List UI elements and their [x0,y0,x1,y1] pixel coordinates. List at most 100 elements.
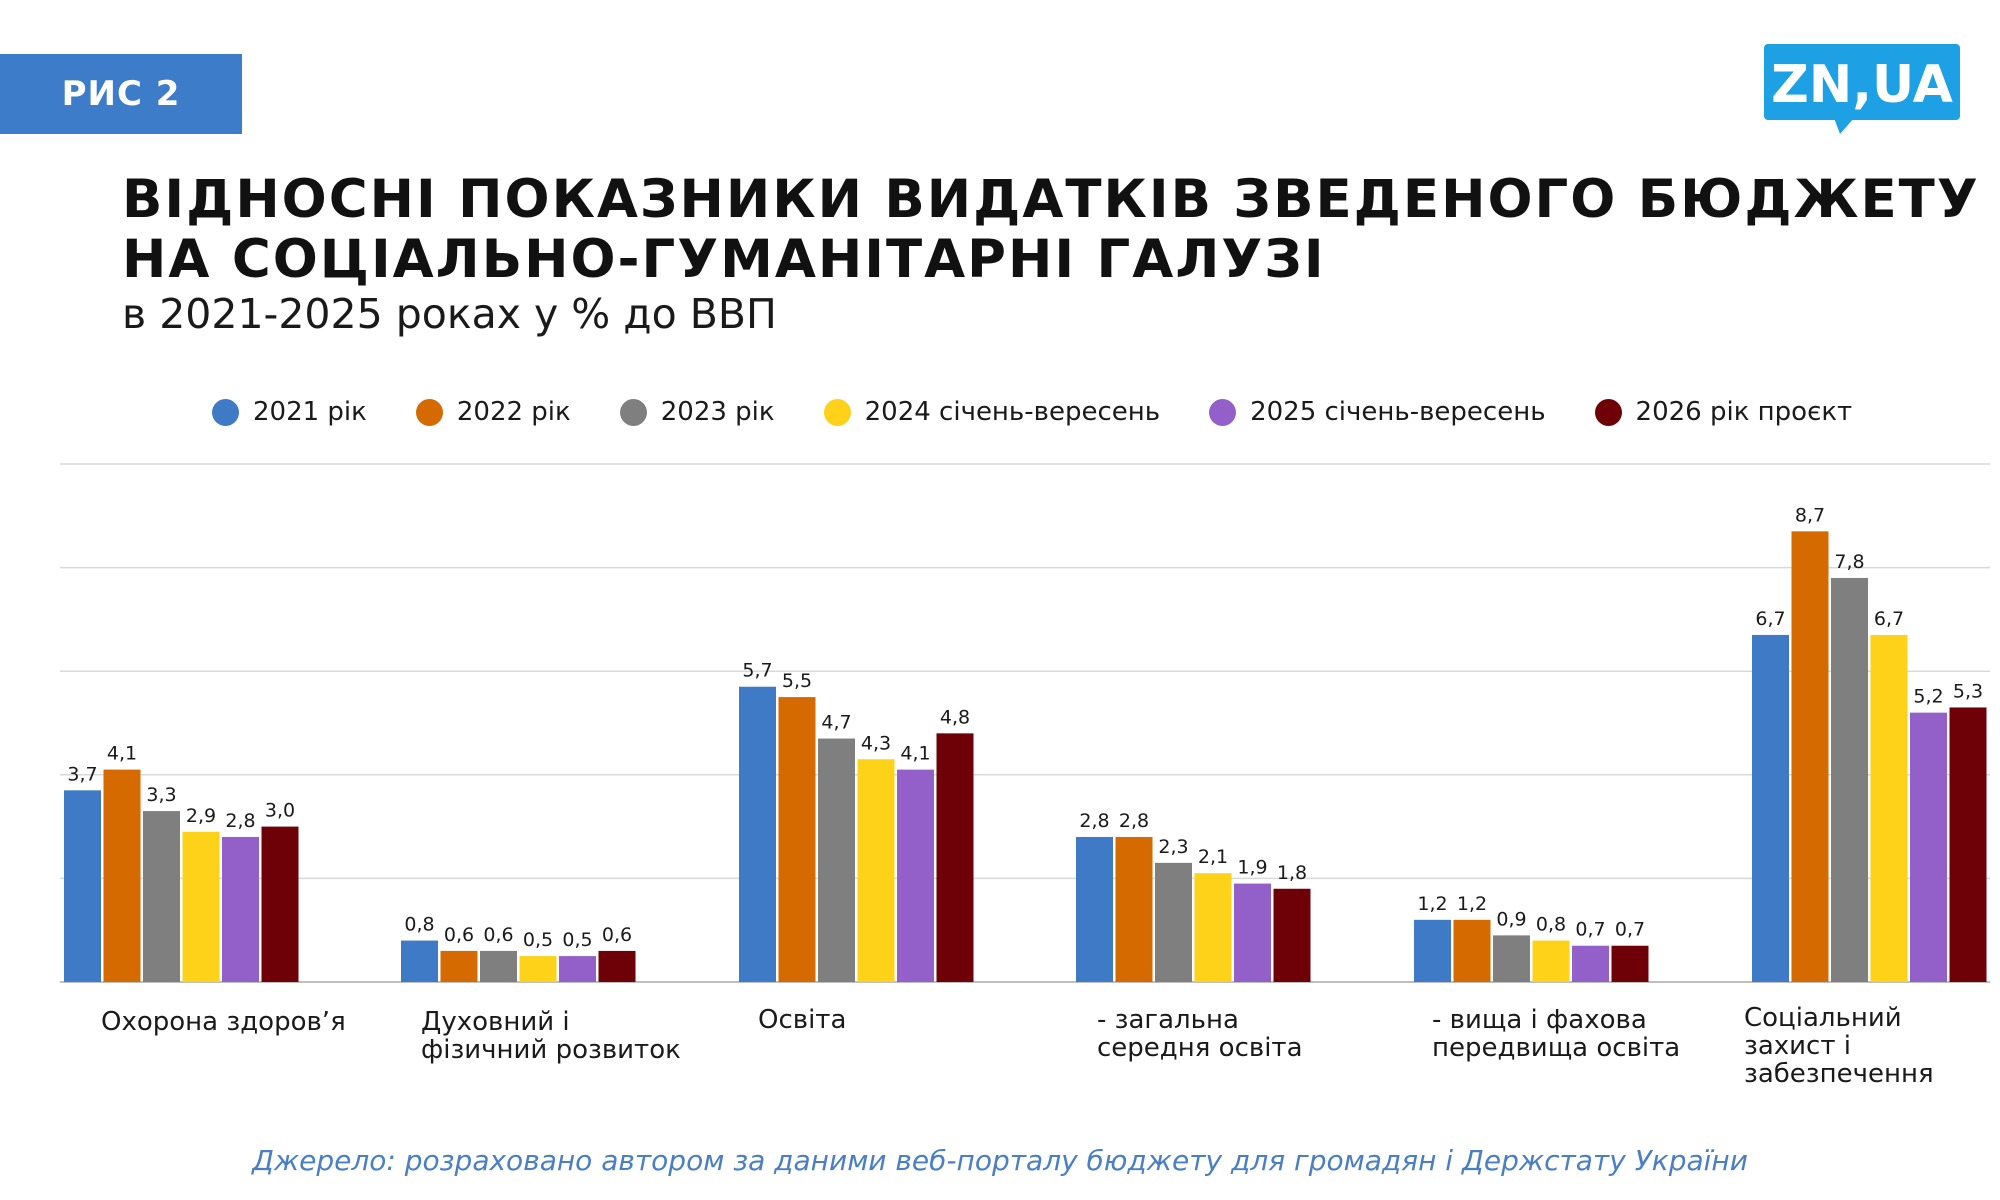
bar [1910,712,1947,982]
legend-item-5: 2025 січень-вересень [1209,397,1546,427]
legend-swatch [1594,398,1622,426]
bar [1115,836,1153,982]
data-label: 5,3 [1953,680,1983,702]
category-label: - загальна середня освіта [1097,1005,1303,1063]
legend-item-6: 2026 рік проєкт [1594,397,1853,427]
data-label: 3,7 [67,763,97,785]
bar [143,811,180,982]
legend-label: 2024 січень-вересень [864,397,1161,427]
data-label: 0,6 [444,924,474,946]
data-label: 6,7 [1874,608,1904,630]
data-label: 8,7 [1795,504,1825,526]
bar [401,940,438,982]
data-label: 4,3 [861,732,891,754]
bar [778,697,816,982]
legend-swatch [212,398,239,426]
data-label: 0,8 [1536,914,1566,936]
bar [1493,935,1530,982]
data-label: 1,9 [1237,857,1267,879]
legend-item-3: 2023 рік [619,397,775,427]
bar [1611,945,1649,982]
legend-label: 2022 рік [456,397,571,427]
bar [1453,919,1491,982]
legend-label: 2026 рік проєкт [1635,397,1853,427]
legend-swatch [1209,398,1237,426]
data-label: 2,9 [186,805,216,827]
category-label: Соціальний захист і забезпечення [1744,1003,1934,1089]
data-label: 2,8 [1079,810,1109,832]
data-label: 5,7 [742,660,772,682]
data-label: 3,3 [146,784,176,806]
bar [1752,634,1789,982]
data-label: 4,1 [107,743,137,765]
title-line-2: НА СОЦІАЛЬНО-ГУМАНІТАРНІ ГАЛУЗІ [122,229,1326,290]
data-label: 0,7 [1615,919,1645,941]
data-label: 4,7 [821,712,851,734]
bar [103,769,141,982]
bar [1870,634,1908,982]
bar [1234,883,1271,982]
data-label: 4,8 [940,706,970,728]
bar [1273,888,1311,982]
data-label: 0,5 [562,929,592,951]
title-line-1: ВІДНОСНІ ПОКАЗНИКИ ВИДАТКІВ ЗВЕДЕНОГО БЮ… [122,169,1980,230]
chart-subtitle: в 2021-2025 роках у % до ВВП [122,290,777,338]
data-label: 0,6 [602,924,632,946]
category-label: Освіта [758,1005,847,1035]
legend-item-4: 2024 січень-вересень [823,397,1161,427]
bar [1831,577,1868,982]
bar [480,950,517,982]
data-label: 0,9 [1496,908,1526,930]
bar [818,738,855,982]
legend-swatch [823,398,851,426]
category-label: - вища і фахова передвища освіта [1432,1005,1681,1063]
chart-title: ВІДНОСНІ ПОКАЗНИКИ ВИДАТКІВ ЗВЕДЕНОГО БЮ… [122,169,1980,290]
bar [64,790,101,982]
data-label: 0,8 [404,914,434,936]
data-label: 6,7 [1755,608,1785,630]
data-label: 1,2 [1457,893,1487,915]
bar [857,759,895,982]
bar [1155,862,1192,982]
legend-label: 2023 рік [660,397,775,427]
data-label: 7,8 [1834,551,1864,573]
data-label: 0,5 [523,929,553,951]
bar [261,826,299,982]
logo-text: ZN,UA [1771,55,1953,115]
bar [1414,919,1451,982]
legend-swatch [619,398,647,426]
data-label: 2,3 [1158,836,1188,858]
data-label: 2,8 [1119,810,1149,832]
bar [897,769,934,982]
data-label: 2,8 [225,810,255,832]
bar [936,733,974,982]
data-label: 5,2 [1913,686,1943,708]
bar [1532,940,1570,982]
bar [182,831,220,982]
legend-item-2: 2022 рік [415,397,571,427]
data-label: 3,0 [265,800,295,822]
chart-legend: 2021 рік 2022 рік 2023 рік 2024 січень-вере… [212,392,1901,432]
bar [739,686,776,982]
data-label: 1,8 [1277,862,1307,884]
category-label: Охорона здоров’я [101,1007,346,1037]
legend-swatch [415,398,443,426]
bar [1194,873,1232,982]
source-note: Джерело: розраховано автором за даними в… [252,1144,1748,1177]
bar [1791,531,1829,982]
bar [222,836,259,982]
data-label: 4,1 [900,743,930,765]
category-label: Духовний і фізичний розвиток [421,1007,681,1065]
data-label: 0,6 [483,924,513,946]
bar [1949,707,1987,982]
legend-item-1: 2021 рік [212,397,367,427]
figure-badge: РИС 2 [0,54,242,134]
bar [598,950,636,982]
zn-ua-logo: ZN,UA [1764,44,1960,134]
data-label: 1,2 [1417,893,1447,915]
data-label: 2,1 [1198,846,1228,868]
bar [1076,836,1113,982]
bar [440,950,478,982]
data-label: 0,7 [1575,919,1605,941]
